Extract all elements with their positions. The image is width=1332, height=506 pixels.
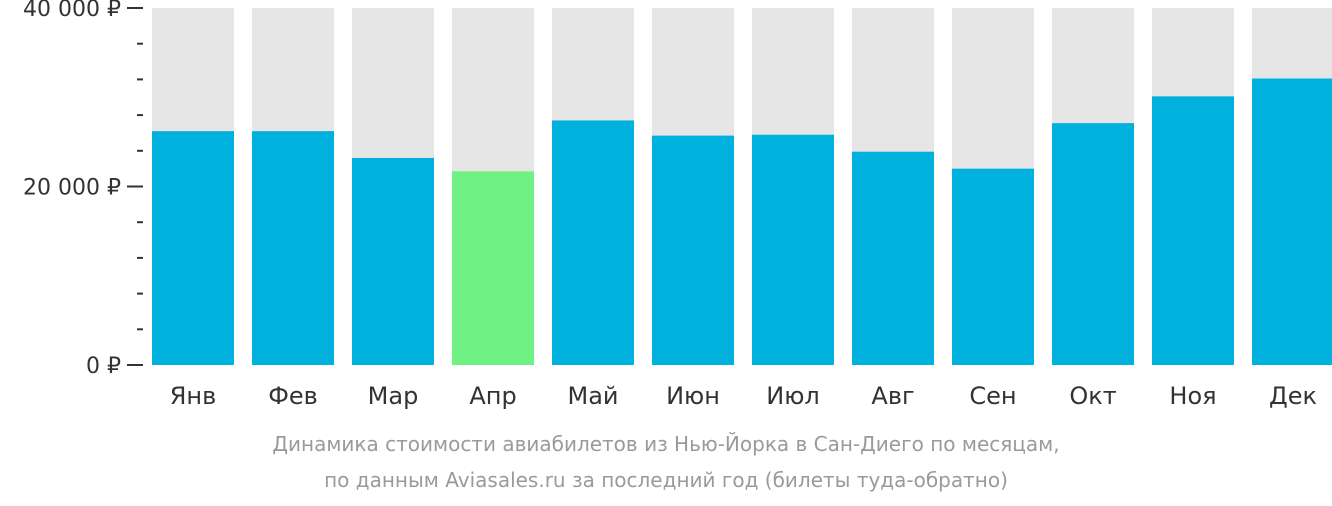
bar-1[interactable] [152, 131, 234, 365]
bar-7[interactable] [752, 134, 834, 365]
bar-4[interactable] [452, 171, 534, 365]
x-tick-label: Сен [969, 382, 1016, 410]
x-tick-label: Янв [170, 382, 217, 410]
x-tick-label: Авг [871, 382, 914, 410]
x-tick-label: Мар [368, 382, 419, 410]
y-tick-label: 0 ₽ [86, 354, 121, 379]
x-axis: Янв Фев Мар Апр Май Июн Июл Авг Сен Окт Ноя Дек [170, 382, 1317, 410]
bar-5[interactable] [552, 120, 634, 365]
bar-10[interactable] [1052, 123, 1134, 365]
x-tick-label: Май [567, 382, 618, 410]
y-tick-label: 20 000 ₽ [23, 176, 121, 201]
bars-group [152, 8, 1332, 366]
y-tick-label: 40 000 ₽ [23, 0, 121, 22]
x-tick-label: Июл [766, 382, 820, 410]
y-axis: 0 ₽ 20 000 ₽ 40 000 ₽ [23, 0, 143, 379]
bar-12[interactable] [1252, 78, 1332, 365]
x-tick-label: Фев [268, 382, 318, 410]
bar-2[interactable] [252, 131, 334, 365]
chart-caption-line-2: по данным Aviasales.ru за последний год … [324, 468, 1008, 492]
bar-11[interactable] [1152, 96, 1234, 366]
bar-6[interactable] [652, 135, 734, 365]
chart-caption-line-1: Динамика стоимости авиабилетов из Нью-Йо… [272, 432, 1060, 456]
x-tick-label: Апр [469, 382, 516, 410]
bar-9[interactable] [952, 168, 1034, 365]
x-tick-label: Ноя [1169, 382, 1216, 410]
bar-3[interactable] [352, 157, 434, 365]
bar-8[interactable] [852, 151, 934, 365]
x-tick-label: Дек [1269, 382, 1317, 410]
x-tick-label: Окт [1069, 382, 1116, 410]
x-tick-label: Июн [666, 382, 720, 410]
